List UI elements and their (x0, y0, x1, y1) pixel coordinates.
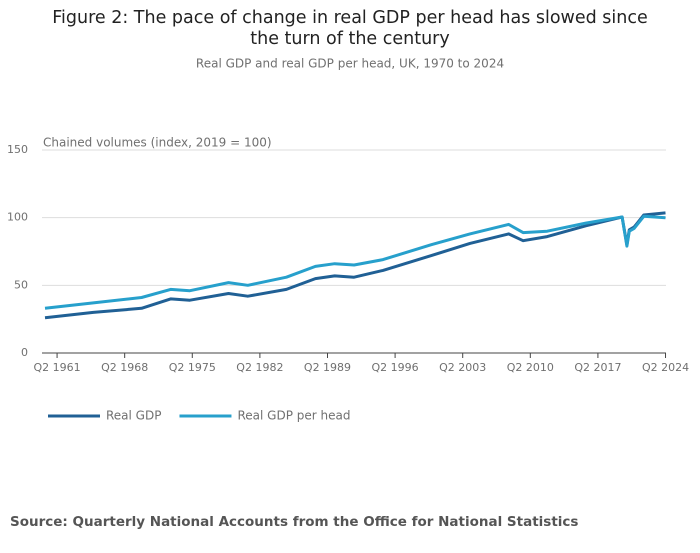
x-tick-label: Q2 1968 (101, 361, 148, 374)
y-tick-label: 100 (7, 211, 28, 224)
x-tick-label: Q2 1982 (236, 361, 283, 374)
x-tick-label: Q2 1975 (169, 361, 216, 374)
y-tick-label: 50 (14, 278, 28, 291)
legend-label: Real GDP (106, 409, 161, 423)
x-tick-label: Q2 1989 (304, 361, 351, 374)
y-tick-label: 0 (21, 346, 28, 359)
series-line (44, 214, 666, 310)
x-tick-label: Q2 2003 (439, 361, 486, 374)
x-tick-label: Q2 2017 (574, 361, 621, 374)
x-tick-label: Q2 2024 (642, 361, 689, 374)
chart-subtitle: Real GDP and real GDP per head, UK, 1970… (196, 57, 504, 71)
legend-label: Real GDP per head (237, 409, 350, 423)
y-axis-label: Chained volumes (index, 2019 = 100) (43, 136, 272, 150)
source: Source: Quarterly National Accounts from… (10, 514, 578, 530)
y-tick-label: 150 (7, 143, 28, 156)
chart-title-line-1: Figure 2: The pace of change in real GDP… (52, 8, 648, 28)
x-tick-label: Q2 2010 (507, 361, 554, 374)
chart-title-line-2: the turn of the century (250, 29, 449, 49)
x-tick-label: Q2 1996 (372, 361, 419, 374)
x-tick-label: Q2 1961 (33, 361, 80, 374)
